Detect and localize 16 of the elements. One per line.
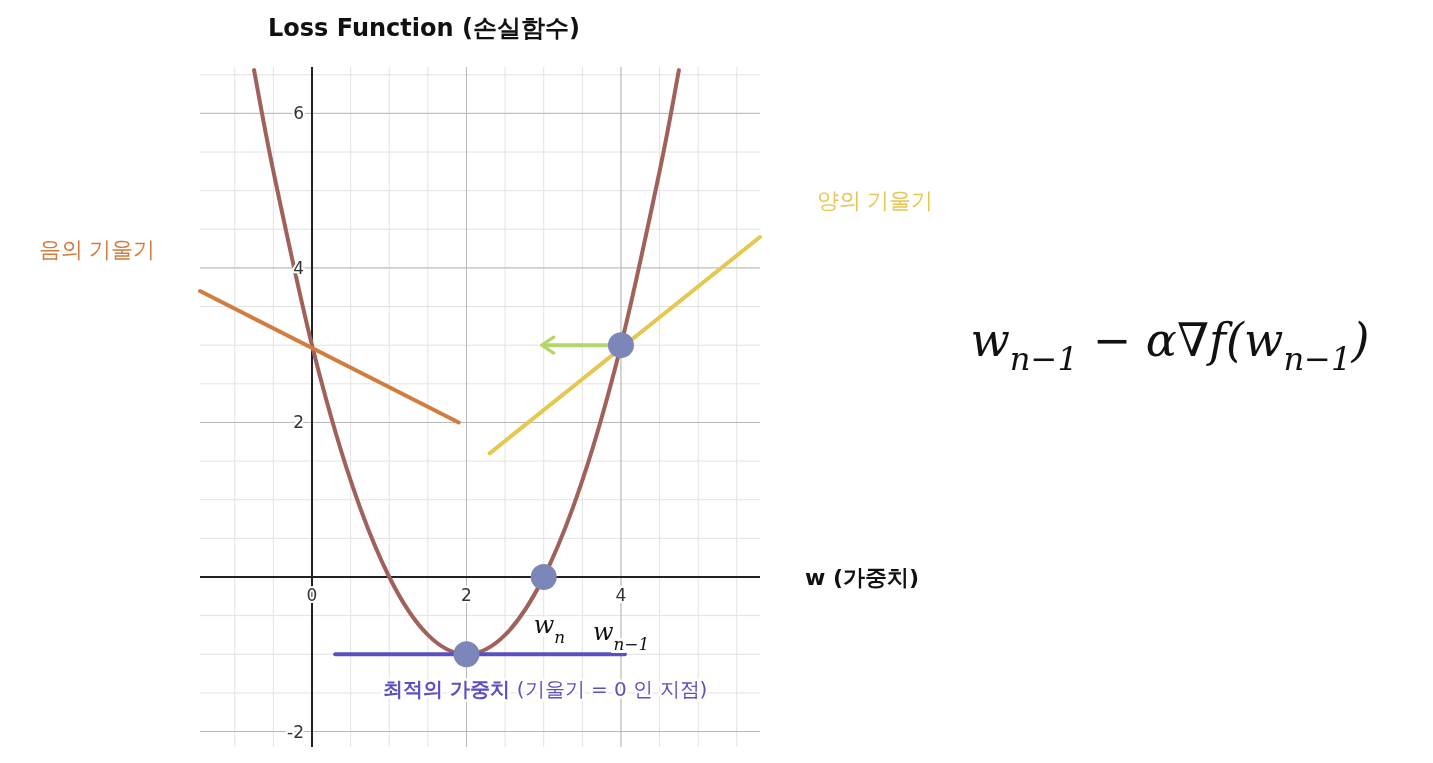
y-tick-label: 2 bbox=[293, 412, 304, 433]
text: w$_{n−1}$ − α∇f(w$_{n−1}$) bbox=[970, 313, 1370, 378]
x-axis-title: w (가중치) bbox=[805, 564, 920, 590]
annotation: w$_{n}$ bbox=[533, 611, 566, 647]
x-tick-label: 2 bbox=[461, 585, 472, 605]
y-tick-label: 6 bbox=[293, 103, 304, 124]
x-tick-label: 4 bbox=[615, 585, 627, 605]
chart-title: Loss Function (손실함수) bbox=[268, 14, 580, 42]
point bbox=[607, 332, 634, 359]
point bbox=[453, 641, 480, 668]
y-tick-label: -2 bbox=[287, 721, 304, 742]
point bbox=[530, 564, 557, 590]
annotation: w$_{n−1}$ bbox=[593, 618, 650, 654]
text: 양의 기울기 bbox=[816, 187, 934, 213]
annotation: 최적의 가중치 (기울기 = 0 인 지점) bbox=[383, 677, 708, 702]
text: 음의 기울기 bbox=[38, 236, 156, 262]
